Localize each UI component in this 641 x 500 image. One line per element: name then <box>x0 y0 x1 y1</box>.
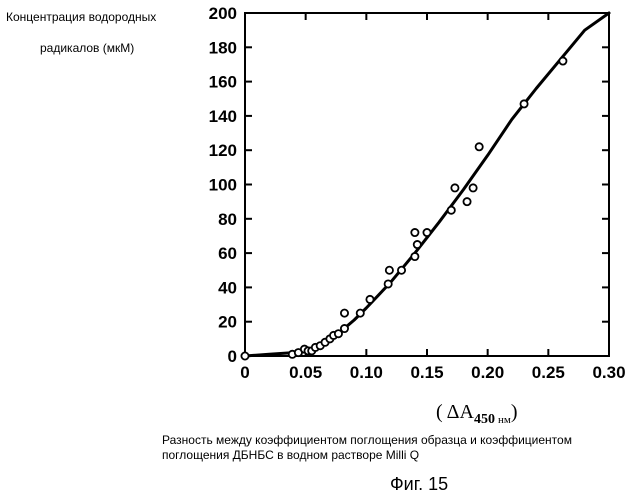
data-point <box>520 100 527 107</box>
y-tick-label: 120 <box>209 141 237 160</box>
data-point <box>423 229 430 236</box>
fit-curve <box>245 13 609 356</box>
x-axis-title: (ΔA450нм) <box>436 401 518 427</box>
data-point <box>470 184 477 191</box>
data-point <box>411 253 418 260</box>
data-point <box>385 280 392 287</box>
y-tick-label: 80 <box>218 210 237 229</box>
y-tick-label: 140 <box>209 107 237 126</box>
y-tick-label: 160 <box>209 73 237 92</box>
y-tick-label: 20 <box>218 313 237 332</box>
caption: Разность между коэффициентом поглощения … <box>162 433 632 463</box>
y-tick-label: 180 <box>209 38 237 57</box>
x-axis-title-a: A <box>460 401 475 423</box>
data-point <box>559 57 566 64</box>
data-point <box>463 198 470 205</box>
data-point <box>476 143 483 150</box>
fit-curve-group <box>245 13 609 356</box>
y-tick-label: 60 <box>218 244 237 263</box>
x-axis-title-sub-unit: нм <box>498 414 511 426</box>
x-tick-label: 0.15 <box>410 363 443 382</box>
y-tick-label: 200 <box>209 4 237 23</box>
caption-line2: поглощения ДБНБС в водном растворе Milli… <box>162 448 632 463</box>
data-point <box>451 184 458 191</box>
data-point <box>386 267 393 274</box>
x-tick-label: 0 <box>240 363 249 382</box>
data-point <box>448 207 455 214</box>
x-axis-title-delta: Δ <box>447 401 460 423</box>
data-point <box>341 325 348 332</box>
chart-svg: 0 0.05 0.10 0.15 0.20 0.25 0.30 0 20 40 60 80 100 120… <box>0 0 641 430</box>
data-point <box>366 296 373 303</box>
data-point <box>414 241 421 248</box>
x-tick-label: 0.25 <box>532 363 565 382</box>
x-tick-label: 0.30 <box>592 363 625 382</box>
data-point <box>241 352 248 359</box>
data-point <box>411 229 418 236</box>
data-points-group <box>241 57 566 359</box>
data-point <box>398 267 405 274</box>
figure-label: Фиг. 15 <box>390 474 448 495</box>
x-tick-label: 0.05 <box>289 363 322 382</box>
x-axis-title-close: ) <box>511 401 518 423</box>
y-tick-label: 0 <box>228 347 237 366</box>
x-tick-label: 0.20 <box>471 363 504 382</box>
caption-line1: Разность между коэффициентом поглощения … <box>162 433 632 448</box>
data-point <box>341 310 348 317</box>
y-tick-label: 100 <box>209 176 237 195</box>
y-tick-label: 40 <box>218 278 237 297</box>
x-tick-label: 0.10 <box>350 363 383 382</box>
x-axis-title-sub-num: 450 <box>474 412 495 427</box>
data-point <box>357 310 364 317</box>
x-axis-title-open: ( <box>436 401 443 423</box>
